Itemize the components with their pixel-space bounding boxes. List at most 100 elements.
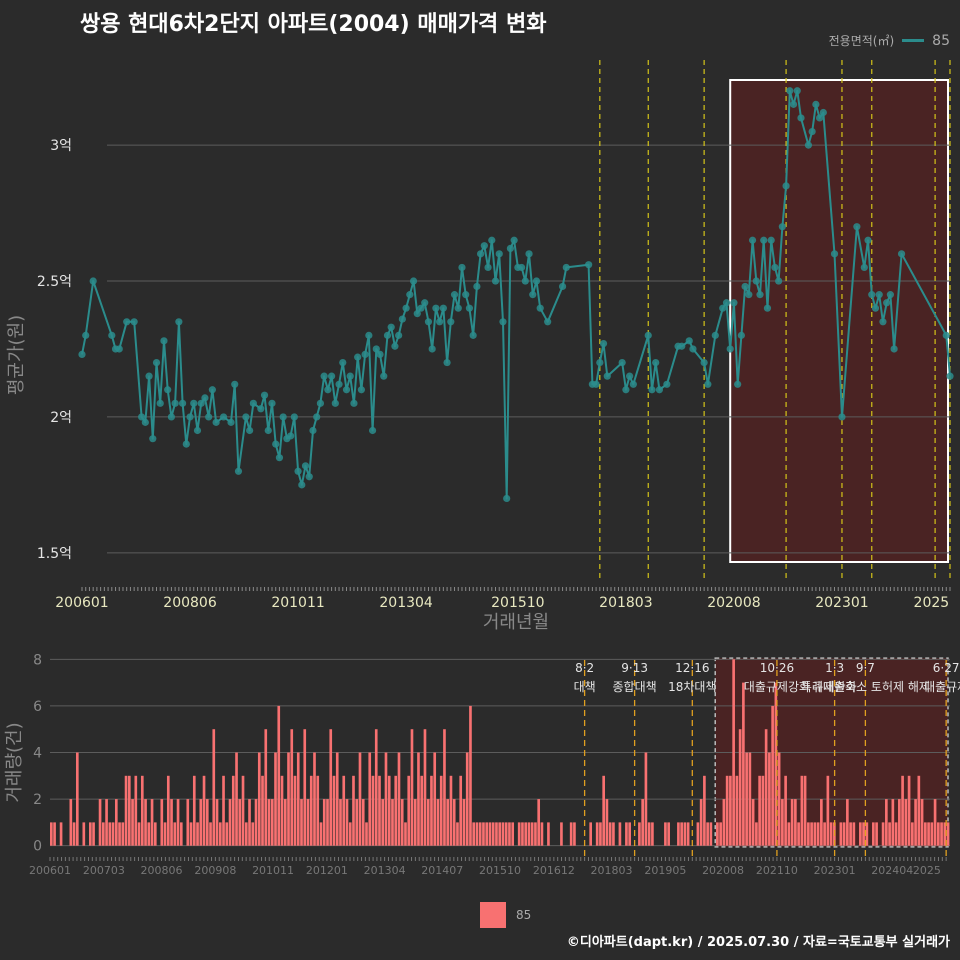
volume-bar — [339, 799, 342, 846]
volume-bar — [602, 775, 605, 846]
volume-bar — [930, 822, 934, 846]
price-point — [249, 399, 257, 407]
price-point — [797, 114, 805, 122]
price-point — [812, 100, 820, 108]
price-point — [212, 418, 220, 426]
volume-bar — [482, 822, 485, 846]
volume-bar — [449, 775, 453, 846]
volume-bar — [826, 775, 830, 846]
x2-tick-label: 202110 — [756, 864, 798, 877]
volume-bar — [92, 822, 95, 846]
x2-tick-label: 202301 — [814, 864, 856, 877]
volume-bar — [901, 775, 904, 846]
price-point — [454, 304, 462, 312]
volume-bar — [244, 822, 248, 846]
volume-bar — [595, 822, 599, 846]
volume-bar — [261, 775, 264, 846]
volume-bar — [192, 775, 196, 846]
price-point — [89, 277, 97, 285]
x-tick-label: 202301 — [815, 595, 868, 611]
x2-tick-label: 201612 — [533, 864, 575, 877]
volume-bar — [231, 775, 235, 846]
volume-bar — [69, 799, 73, 846]
volume-bar — [738, 729, 742, 846]
volume-bar — [274, 752, 277, 846]
volume-bar — [644, 752, 648, 846]
volume-bar — [729, 775, 732, 846]
price-point — [171, 399, 179, 407]
volume-bar — [725, 775, 729, 846]
price-point — [208, 386, 216, 394]
price-point — [287, 432, 295, 440]
volume-bar — [751, 799, 755, 846]
price-point — [205, 413, 213, 421]
volume-bar — [846, 799, 849, 846]
volume-bar — [407, 775, 411, 846]
price-point — [141, 418, 149, 426]
volume-bar — [569, 822, 573, 846]
price-point — [186, 413, 194, 421]
price-point — [737, 331, 745, 339]
volume-bar — [501, 822, 505, 846]
price-point — [447, 318, 455, 326]
volume-bar — [313, 752, 316, 846]
volume-bar — [280, 775, 284, 846]
volume-bar — [420, 775, 424, 846]
price-point — [629, 380, 637, 388]
price-point — [409, 277, 418, 285]
volume-bar — [803, 775, 807, 846]
volume-bar — [589, 822, 592, 846]
volume-bar — [264, 729, 268, 846]
price-point — [804, 141, 813, 149]
volume-bar — [517, 822, 521, 846]
price-point — [521, 277, 529, 285]
volume-bar — [647, 822, 651, 846]
volume-bar — [485, 822, 489, 846]
policy-annotation-date: 8·2 — [575, 661, 594, 675]
price-point — [793, 87, 801, 95]
volume-bar — [625, 822, 628, 846]
volume-bar — [300, 799, 303, 846]
volume-bar — [469, 705, 472, 846]
volume-bar — [560, 822, 563, 846]
price-point — [592, 380, 600, 388]
volume-bar — [732, 659, 735, 846]
price-point — [488, 236, 496, 244]
price-point — [257, 405, 265, 413]
price-point — [424, 318, 433, 326]
volume-bar — [293, 775, 297, 846]
volume-bar — [680, 822, 683, 846]
volume-bar — [862, 822, 865, 846]
volume-bar — [189, 822, 193, 846]
price-point — [335, 380, 343, 388]
price-point — [875, 291, 883, 299]
price-point — [503, 494, 511, 503]
policy-annotation-label: 대책 — [574, 679, 596, 694]
price-point — [357, 386, 365, 394]
volume-bar — [413, 799, 417, 846]
volume-bar — [222, 775, 225, 846]
policy-annotation-date: 9·13 — [621, 661, 648, 675]
volume-bar — [699, 799, 703, 846]
volume-bar — [599, 822, 602, 846]
price-point — [495, 250, 503, 258]
price-point — [383, 331, 392, 339]
price-point — [879, 318, 887, 326]
x2-tick-label: 202008 — [702, 864, 744, 877]
volume-bar — [277, 705, 281, 846]
volume-bar — [153, 822, 157, 846]
highlight-range-box — [729, 79, 949, 563]
volume-bar — [758, 775, 761, 846]
volume-bar — [329, 729, 333, 846]
price-point — [886, 291, 894, 299]
volume-bar — [397, 752, 401, 846]
volume-bar — [121, 822, 125, 846]
volume-bar — [898, 799, 901, 846]
volume-bar — [488, 822, 492, 846]
volume-bar — [706, 822, 709, 846]
price-point — [436, 318, 444, 326]
price-point — [156, 399, 164, 407]
volume-bar — [686, 822, 690, 846]
volume-bar — [254, 799, 258, 846]
volume-bar — [342, 775, 346, 846]
